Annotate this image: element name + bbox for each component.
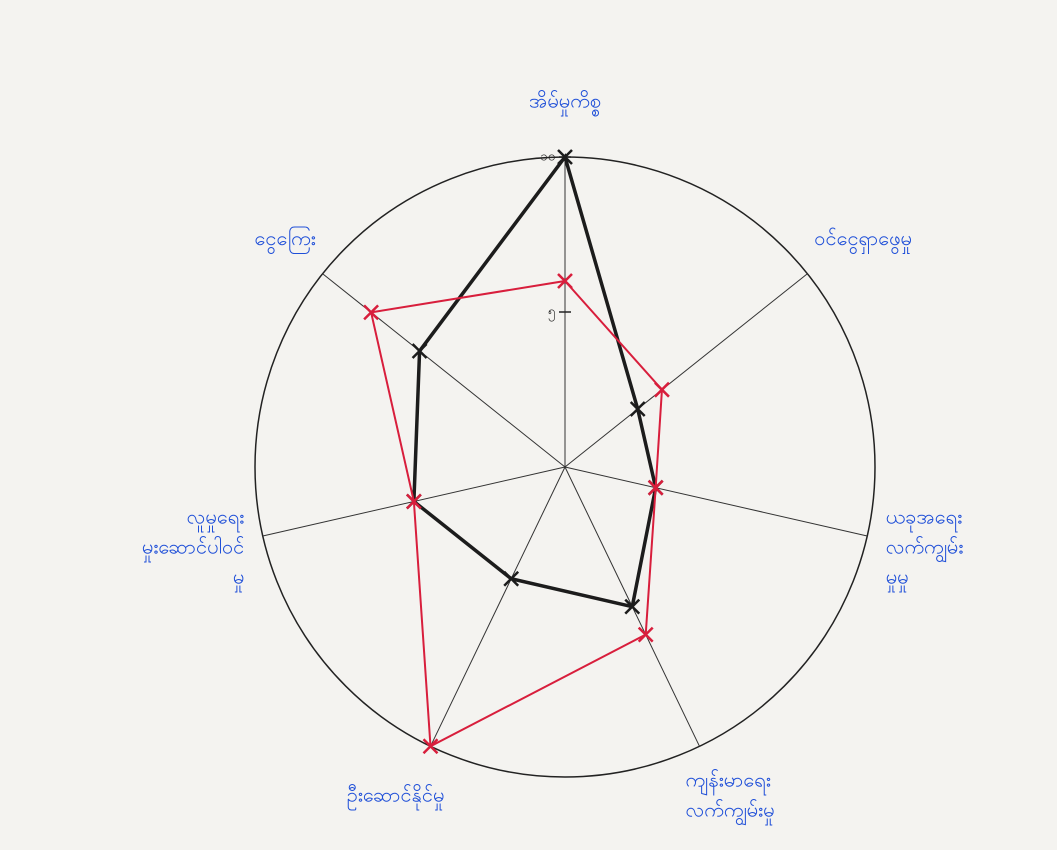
axis-label: ငွေကြေး	[255, 226, 316, 254]
axis-label: အိမ်မှုကိစ္စ	[529, 89, 601, 117]
axis-label: မှု	[233, 565, 244, 593]
point-marker	[411, 343, 428, 359]
series-line	[412, 153, 658, 609]
point-marker	[503, 570, 520, 587]
series-line	[369, 279, 663, 748]
point-marker	[637, 626, 654, 643]
point-marker	[557, 149, 573, 165]
axis-label: လူမှုရေး	[187, 505, 245, 533]
axis-label: ကျန်းမာရေး	[686, 767, 771, 795]
point-marker	[629, 401, 646, 417]
spoke	[564, 273, 808, 468]
spoke	[322, 273, 566, 468]
axis-label: မှုမှု	[886, 565, 909, 593]
axis-label: မှုးဆောင်ပါဝင်	[142, 535, 244, 563]
tick-label: ၁၀	[540, 150, 555, 165]
spoke	[564, 466, 868, 537]
tick-label: ၅	[548, 305, 555, 322]
point-marker	[422, 738, 439, 755]
axis-label: ယခုအရေး	[886, 505, 962, 533]
axis-label: ဝင်ငွေရှာဖွေမှု	[814, 226, 912, 254]
point-marker	[557, 273, 573, 289]
point-marker	[624, 598, 641, 615]
point-marker	[647, 479, 664, 496]
spoke	[430, 466, 566, 747]
point-marker	[654, 381, 670, 398]
point-marker	[406, 493, 422, 510]
axis-label: ဦးဆောင်နိုင်မှု	[347, 782, 445, 810]
point-marker	[363, 304, 379, 321]
